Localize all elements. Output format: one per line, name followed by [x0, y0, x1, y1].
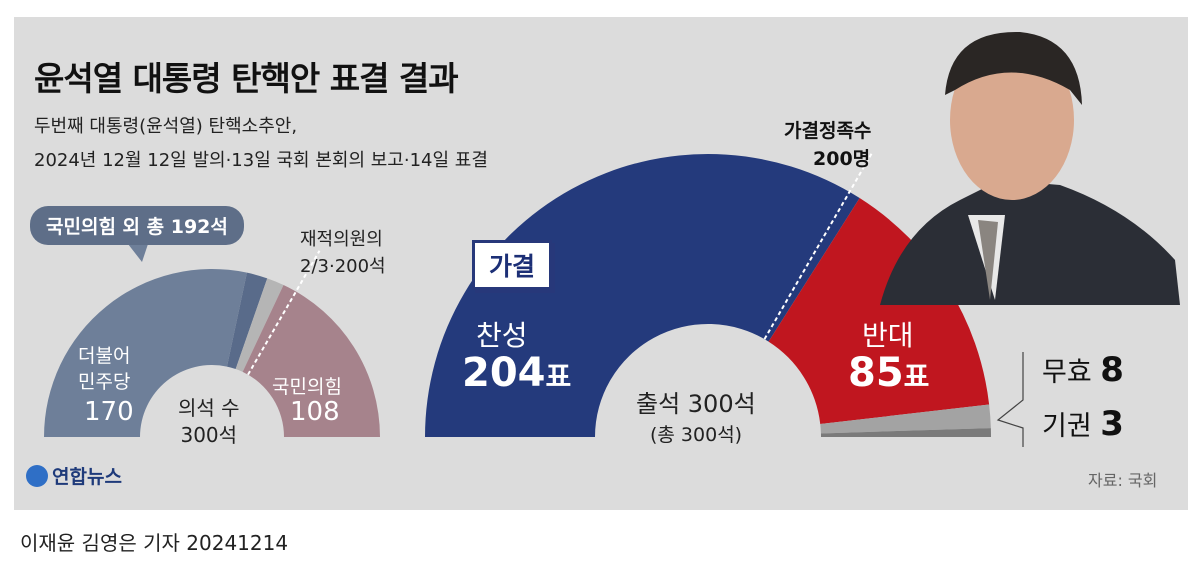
yes-count: 204: [462, 350, 546, 396]
yes-label: 찬성: [476, 319, 528, 352]
no-unit: 표: [903, 360, 930, 393]
slice-yes: [425, 154, 860, 438]
threshold-line: [763, 150, 874, 340]
ppp-label: 국민의힘: [272, 376, 342, 398]
no-value: 85표: [848, 350, 929, 396]
dp-value: 170: [84, 397, 134, 427]
yes-unit: 표: [545, 360, 572, 393]
page-title: 윤석열 대통령 탄핵안 표결 결과: [34, 59, 459, 98]
invalid-label: 무효: [1042, 357, 1092, 388]
invalid-value: 8: [1100, 350, 1124, 390]
abstain-votes: 기권 3: [1042, 404, 1124, 444]
attendance-total: (총 300석): [650, 424, 743, 446]
slice-other-opposition: [226, 272, 268, 370]
byline: 이재윤 김영은 기자 20241214: [20, 531, 289, 555]
slice-no: [768, 198, 990, 425]
no-label: 반대: [862, 319, 914, 352]
source-note: 자료: 국회: [1088, 471, 1158, 490]
no-count: 85: [848, 350, 904, 396]
threshold-line: [247, 250, 321, 376]
left-threshold-label-2: 2/3·200석: [300, 256, 386, 277]
ppp-value: 108: [290, 397, 340, 427]
yonhap-logo-icon: [26, 465, 48, 487]
left-threshold-label-1: 재적의원의: [300, 229, 383, 250]
slice-abstain: [820, 428, 991, 437]
seats-total: 300석: [180, 423, 238, 447]
abstain-label: 기권: [1042, 411, 1092, 442]
seats-center-label: 의석 수 300석: [178, 395, 240, 449]
callout-tail: [128, 244, 148, 262]
slice-democratic-party: [44, 268, 247, 437]
quorum-label: 가결정족수: [784, 120, 872, 142]
yes-value: 204표: [462, 350, 571, 396]
quorum-value: 200명: [813, 148, 871, 170]
slice-others: [235, 278, 284, 372]
dp-label-line2: 민주당: [78, 371, 131, 393]
passed-badge: 가결: [472, 240, 553, 290]
logo-text: 연합뉴스: [52, 466, 122, 488]
subtitle-line-1: 두번째 대통령(윤석열) 탄핵소추안,: [34, 116, 298, 137]
bracket-connector: [996, 352, 1024, 447]
seats-label: 의석 수: [178, 396, 240, 420]
slice-invalid: [820, 404, 991, 434]
opposition-callout: 국민의힘 외 총 192석: [30, 206, 244, 245]
dp-label-line1: 더불어: [78, 345, 131, 367]
invalid-votes: 무효 8: [1042, 350, 1124, 390]
attendance-label: 출석 300석: [636, 390, 756, 418]
subtitle-line-2: 2024년 12월 12일 발의·13일 국회 본회의 보고·14일 표결: [34, 150, 488, 171]
yonhap-logo: 연합뉴스: [26, 462, 122, 489]
abstain-value: 3: [1100, 404, 1124, 444]
portrait-photo: [880, 31, 1180, 305]
